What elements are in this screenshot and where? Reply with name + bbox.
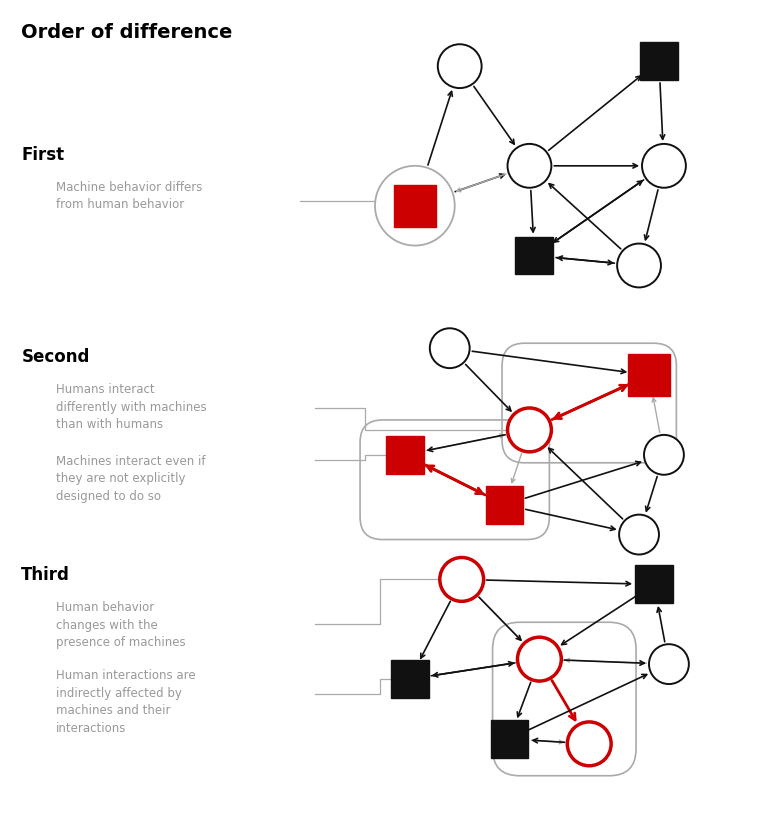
Text: Order of difference: Order of difference: [21, 24, 232, 42]
Circle shape: [617, 244, 661, 288]
Bar: [635, 566, 673, 603]
Circle shape: [507, 408, 551, 452]
Circle shape: [375, 166, 455, 246]
Bar: [391, 660, 428, 698]
Circle shape: [649, 644, 689, 684]
Circle shape: [518, 637, 562, 681]
Circle shape: [438, 44, 481, 88]
Bar: [640, 42, 678, 80]
Text: Third: Third: [21, 567, 70, 585]
Text: First: First: [21, 146, 64, 164]
Circle shape: [644, 435, 684, 475]
Bar: [485, 485, 524, 524]
Circle shape: [567, 722, 611, 766]
Circle shape: [507, 144, 551, 188]
Bar: [628, 354, 670, 396]
Text: Second: Second: [21, 348, 89, 366]
Bar: [386, 436, 424, 474]
Circle shape: [619, 515, 659, 554]
Text: Humans interact
differently with machines
than with humans: Humans interact differently with machine…: [56, 383, 207, 431]
Text: Human behavior
changes with the
presence of machines: Human behavior changes with the presence…: [56, 602, 185, 650]
Text: Machine behavior differs
from human behavior: Machine behavior differs from human beha…: [56, 180, 203, 211]
Bar: [516, 237, 553, 275]
Circle shape: [440, 558, 484, 602]
Bar: [491, 720, 528, 758]
Bar: [394, 185, 436, 227]
Text: Human interactions are
indirectly affected by
machines and their
interactions: Human interactions are indirectly affect…: [56, 669, 196, 735]
Circle shape: [642, 144, 686, 188]
Circle shape: [430, 328, 469, 368]
Text: Machines interact even if
they are not explicitly
designed to do so: Machines interact even if they are not e…: [56, 454, 206, 502]
